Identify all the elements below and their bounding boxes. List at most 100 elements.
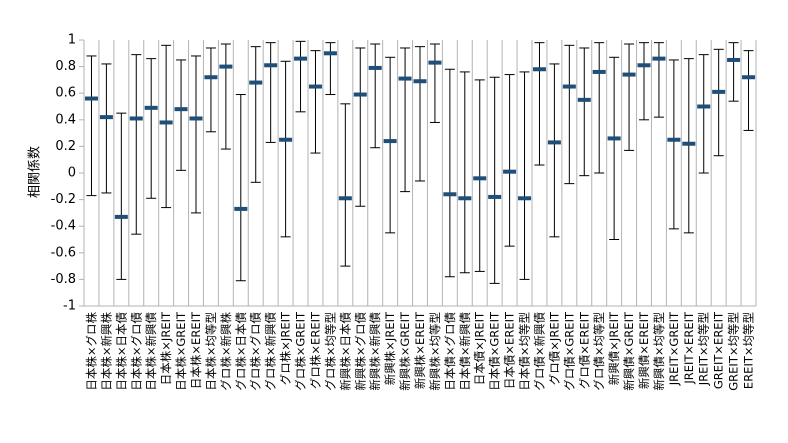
x-category-label: 新興株×JREIT	[383, 311, 397, 385]
x-category-label: 新興債×GREIT	[622, 311, 636, 391]
mean-marker	[308, 84, 322, 89]
mean-marker	[294, 56, 308, 61]
x-category-label: EREIT×均等型	[742, 312, 756, 389]
mean-marker	[398, 76, 412, 81]
mean-marker	[518, 196, 532, 201]
mean-marker	[607, 136, 621, 141]
mean-marker	[727, 57, 741, 62]
x-category-labels: 日本株×グロ株 日本株×新興株 日本株×日本債 日本株×グロ債 日本株×新興債 日本株×J…	[84, 311, 755, 391]
x-category-label: 日本株×GREIT	[174, 311, 188, 391]
x-category-label: 日本株×グロ株	[84, 312, 98, 391]
x-category-label: 新興株×EREIT	[413, 311, 427, 389]
x-category-label: グロ株×JREIT	[279, 311, 293, 385]
x-category-label: グロ株×新興債	[264, 312, 278, 391]
mean-marker	[338, 196, 352, 201]
x-category-label: 新興株×GREIT	[398, 311, 412, 391]
x-category-label: 日本株×日本債	[114, 312, 128, 391]
mean-marker	[592, 69, 606, 74]
mean-marker	[532, 67, 546, 72]
x-category-label: グロ株×EREIT	[308, 311, 322, 389]
mean-marker	[697, 104, 711, 109]
mean-marker	[234, 206, 248, 211]
x-category-label: 日本債×JREIT	[473, 311, 487, 385]
x-category-label: 日本株×均等型	[204, 312, 218, 391]
mean-marker	[204, 75, 218, 80]
mean-marker	[323, 51, 337, 56]
mean-marker	[622, 72, 636, 77]
mean-marker	[488, 194, 502, 199]
y-tick-labels: 1 0.8 0.6 0.4 0.2 0 -0.2 -0.4 -0.6 -0.8 -1	[51, 33, 76, 314]
mean-marker	[279, 137, 293, 142]
grid-layer	[83, 40, 757, 306]
x-category-label: グロ株×新興株	[219, 312, 233, 391]
x-category-label: グロ債×GREIT	[562, 311, 576, 391]
x-category-label: 新興株×均等型	[428, 312, 442, 391]
y-tick-label: 0.6	[55, 86, 76, 101]
mean-marker	[712, 89, 726, 94]
mean-marker	[264, 63, 278, 68]
x-category-label: 日本債×グロ債	[443, 312, 457, 391]
mean-marker	[413, 79, 427, 84]
x-category-label: 日本株×グロ債	[129, 312, 143, 391]
mean-marker	[159, 120, 173, 125]
x-category-label: 日本債×均等型	[518, 312, 532, 391]
y-tick-label: -0.2	[51, 192, 76, 207]
mean-marker	[174, 107, 188, 112]
x-category-label: グロ債×EREIT	[577, 311, 591, 389]
x-category-label: 日本株×EREIT	[189, 311, 203, 389]
mean-marker	[114, 214, 128, 219]
y-tick-label: 0.2	[55, 139, 76, 154]
y-tick-label: -0.6	[51, 245, 76, 260]
x-category-label: 日本債×EREIT	[503, 311, 517, 389]
mean-marker	[503, 169, 517, 174]
mean-marker	[562, 84, 576, 89]
x-category-label: JREIT×GREIT	[667, 311, 681, 386]
x-category-label: 日本株×新興債	[144, 312, 158, 391]
mean-marker	[473, 176, 487, 181]
x-category-label: 日本株×新興株	[99, 312, 113, 391]
x-category-label: グロ株×日本債	[234, 312, 248, 391]
mean-marker	[353, 92, 367, 97]
y-tick-label: 1	[68, 33, 76, 48]
mean-marker	[219, 64, 233, 69]
mean-marker	[249, 80, 263, 85]
mean-marker	[637, 63, 651, 68]
x-category-label: グロ債×均等型	[592, 312, 606, 391]
x-category-label: 新興債×均等型	[652, 312, 666, 391]
y-tick-label: -0.4	[51, 219, 76, 234]
mean-marker	[652, 56, 666, 61]
x-category-label: 新興債×EREIT	[637, 311, 651, 389]
y-axis-label: 相関係数	[28, 146, 43, 198]
x-category-label: 新興債×JREIT	[607, 311, 621, 385]
mean-marker	[458, 196, 472, 201]
mean-marker	[742, 75, 756, 80]
axis-layer	[79, 39, 756, 307]
mean-marker	[443, 192, 457, 197]
x-category-label: 新興株×グロ債	[353, 312, 367, 391]
mean-marker	[428, 60, 442, 65]
x-category-label: 新興株×新興債	[368, 312, 382, 391]
y-tick-label: -1	[63, 299, 76, 314]
x-category-label: GREIT×均等型	[727, 312, 741, 391]
mean-marker	[682, 141, 696, 146]
mean-marker	[84, 96, 98, 101]
x-category-label: 新興株×日本債	[338, 312, 352, 391]
x-category-label: 日本債×GREIT	[488, 311, 502, 391]
x-category-label: グロ債×新興債	[532, 312, 546, 391]
error-bars-layer	[84, 40, 756, 284]
mean-marker	[189, 116, 203, 121]
y-tick-label: 0	[68, 166, 76, 181]
mean-marker	[547, 140, 561, 145]
mean-marker	[667, 137, 681, 142]
x-category-label: グロ株×均等型	[323, 312, 337, 391]
mean-marker	[129, 116, 143, 121]
x-category-label: JREIT×均等型	[697, 312, 711, 386]
x-category-label: 日本株×JREIT	[159, 311, 173, 385]
x-category-label: GREIT×EREIT	[712, 311, 726, 389]
x-category-label: グロ債×JREIT	[547, 311, 561, 385]
mean-marker	[368, 65, 382, 70]
mean-marker	[99, 115, 113, 120]
y-tick-label: 0.4	[55, 112, 76, 127]
